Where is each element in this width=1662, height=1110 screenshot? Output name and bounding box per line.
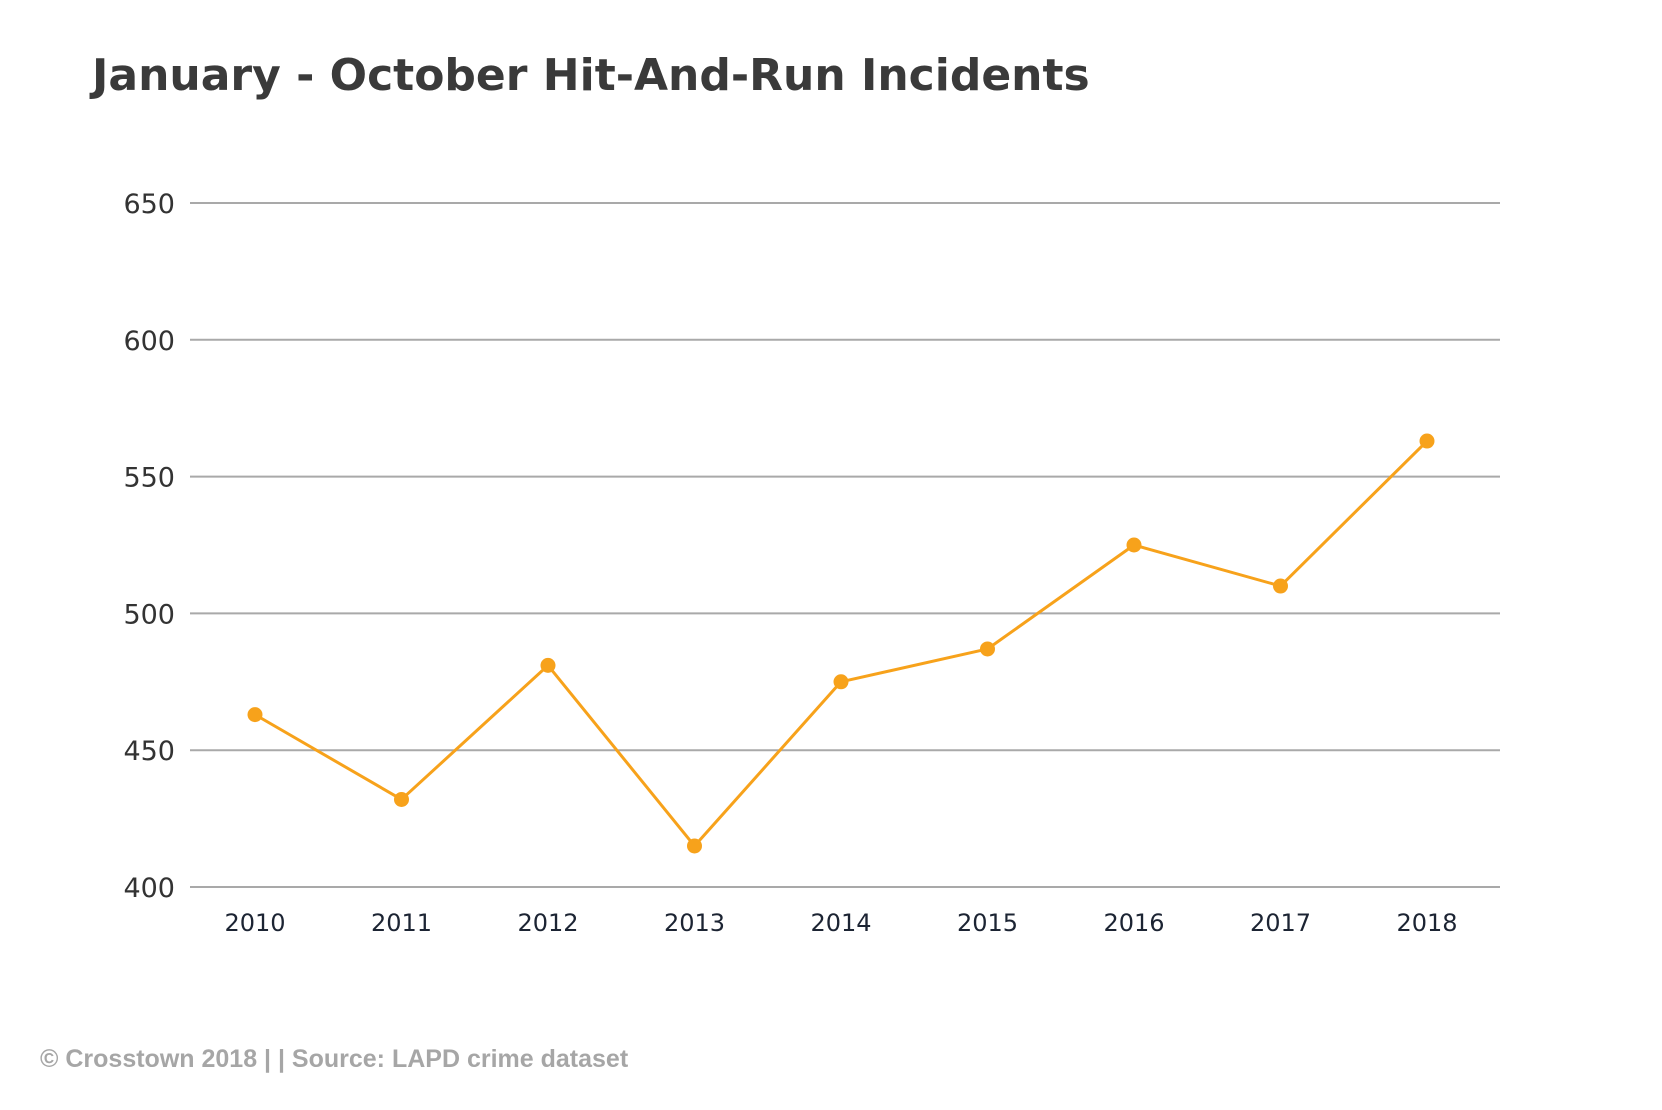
data-point (833, 674, 849, 690)
y-tick-label: 650 (123, 189, 175, 220)
x-tick-label: 2015 (957, 909, 1018, 937)
x-tick-label: 2016 (1103, 909, 1164, 937)
data-point (1419, 433, 1435, 449)
y-tick-label: 450 (123, 736, 175, 767)
series-line (254, 439, 1429, 848)
data-point (247, 707, 263, 723)
x-tick-label: 2017 (1250, 909, 1311, 937)
y-tick-label: 600 (123, 326, 175, 357)
y-tick-label: 550 (123, 463, 175, 494)
x-tick-label: 2011 (371, 909, 432, 937)
x-tick-label: 2013 (664, 909, 725, 937)
chart-title: January - October Hit-And-Run Incidents (92, 50, 1090, 101)
source-credit: © Crosstown 2018 | | Source: LAPD crime … (40, 1045, 629, 1073)
data-point (1126, 537, 1142, 553)
data-point (540, 657, 556, 673)
y-tick-label: 400 (123, 873, 175, 904)
data-point (394, 791, 409, 807)
data-series (247, 433, 1435, 854)
x-axis-labels: 2010 2011 2012 2013 2014 2015 2016 2017 2018 (224, 909, 1457, 937)
y-tick-label: 500 (123, 599, 175, 630)
x-tick-label: 2012 (517, 909, 578, 937)
gridlines (190, 202, 1500, 888)
y-axis-labels: 650 600 550 500 450 400 (123, 189, 175, 904)
x-tick-label: 2014 (810, 909, 871, 937)
data-point (980, 641, 995, 657)
data-point (1273, 578, 1288, 594)
data-point (687, 838, 702, 854)
x-tick-label: 2010 (224, 909, 285, 937)
x-tick-label: 2018 (1396, 909, 1457, 937)
